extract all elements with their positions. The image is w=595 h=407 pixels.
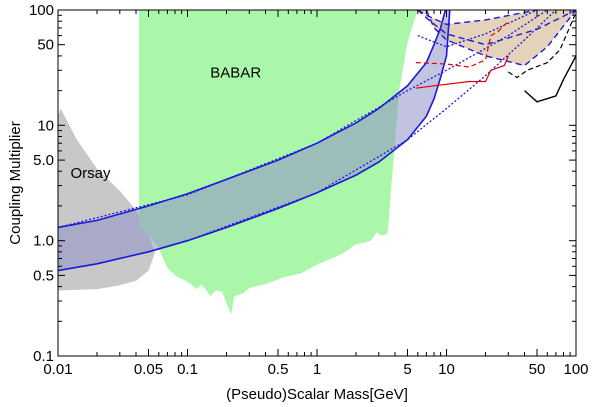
x-tick-label: 10 xyxy=(438,361,455,378)
region-labels: BABAR Orsay xyxy=(71,65,262,182)
series-line-dotted-3 xyxy=(417,10,538,48)
axis-tick-labels: 0.01 0.05 0.1 0.5 1 5 10 50 100 0.1 0.5 1.0 5.0 10 50 1… xyxy=(29,2,589,378)
axis-ticks xyxy=(57,9,577,357)
x-tick-label: 5 xyxy=(403,361,411,378)
x-tick-label: 1 xyxy=(313,361,321,378)
y-tick-label: 10 xyxy=(37,117,54,134)
y-tick-label: 5.0 xyxy=(33,152,54,169)
region-label-orsay: Orsay xyxy=(71,165,112,182)
y-tick-label: 0.5 xyxy=(33,267,54,284)
coupling-band xyxy=(58,10,450,271)
series-line-black-solid-9 xyxy=(524,55,576,103)
series-line-red-solid-7 xyxy=(415,55,509,89)
y-tick-label: 0.1 xyxy=(33,348,54,365)
x-tick-label: 100 xyxy=(563,361,588,378)
coupling-band-upper-edge xyxy=(58,10,447,229)
x-tick-label: 0.01 xyxy=(43,361,72,378)
series-line-dotted-5 xyxy=(148,10,557,253)
series-line-black-dashed-8 xyxy=(507,12,576,79)
series-line-dashed-0 xyxy=(417,10,538,26)
x-tick-label: 0.5 xyxy=(268,361,289,378)
x-tick-label: 0.05 xyxy=(134,361,163,378)
y-tick-label: 100 xyxy=(29,2,54,19)
plot-area xyxy=(58,10,576,315)
y-axis-title: Coupling Multiplier xyxy=(7,121,24,244)
series-line-red-dashed-6 xyxy=(415,20,509,68)
series-line-dashed-1 xyxy=(417,10,576,46)
excluded-region-high-mass xyxy=(417,10,576,66)
x-tick-label: 50 xyxy=(529,361,546,378)
series-line-dotted-4 xyxy=(58,10,548,229)
y-tick-label: 50 xyxy=(37,37,54,54)
y-tick-label: 1.0 xyxy=(33,233,54,250)
x-tick-label: 0.1 xyxy=(177,361,198,378)
region-label-babar: BABAR xyxy=(210,65,261,82)
x-axis-title: (Pseudo)Scalar Mass[GeV] xyxy=(226,386,408,403)
